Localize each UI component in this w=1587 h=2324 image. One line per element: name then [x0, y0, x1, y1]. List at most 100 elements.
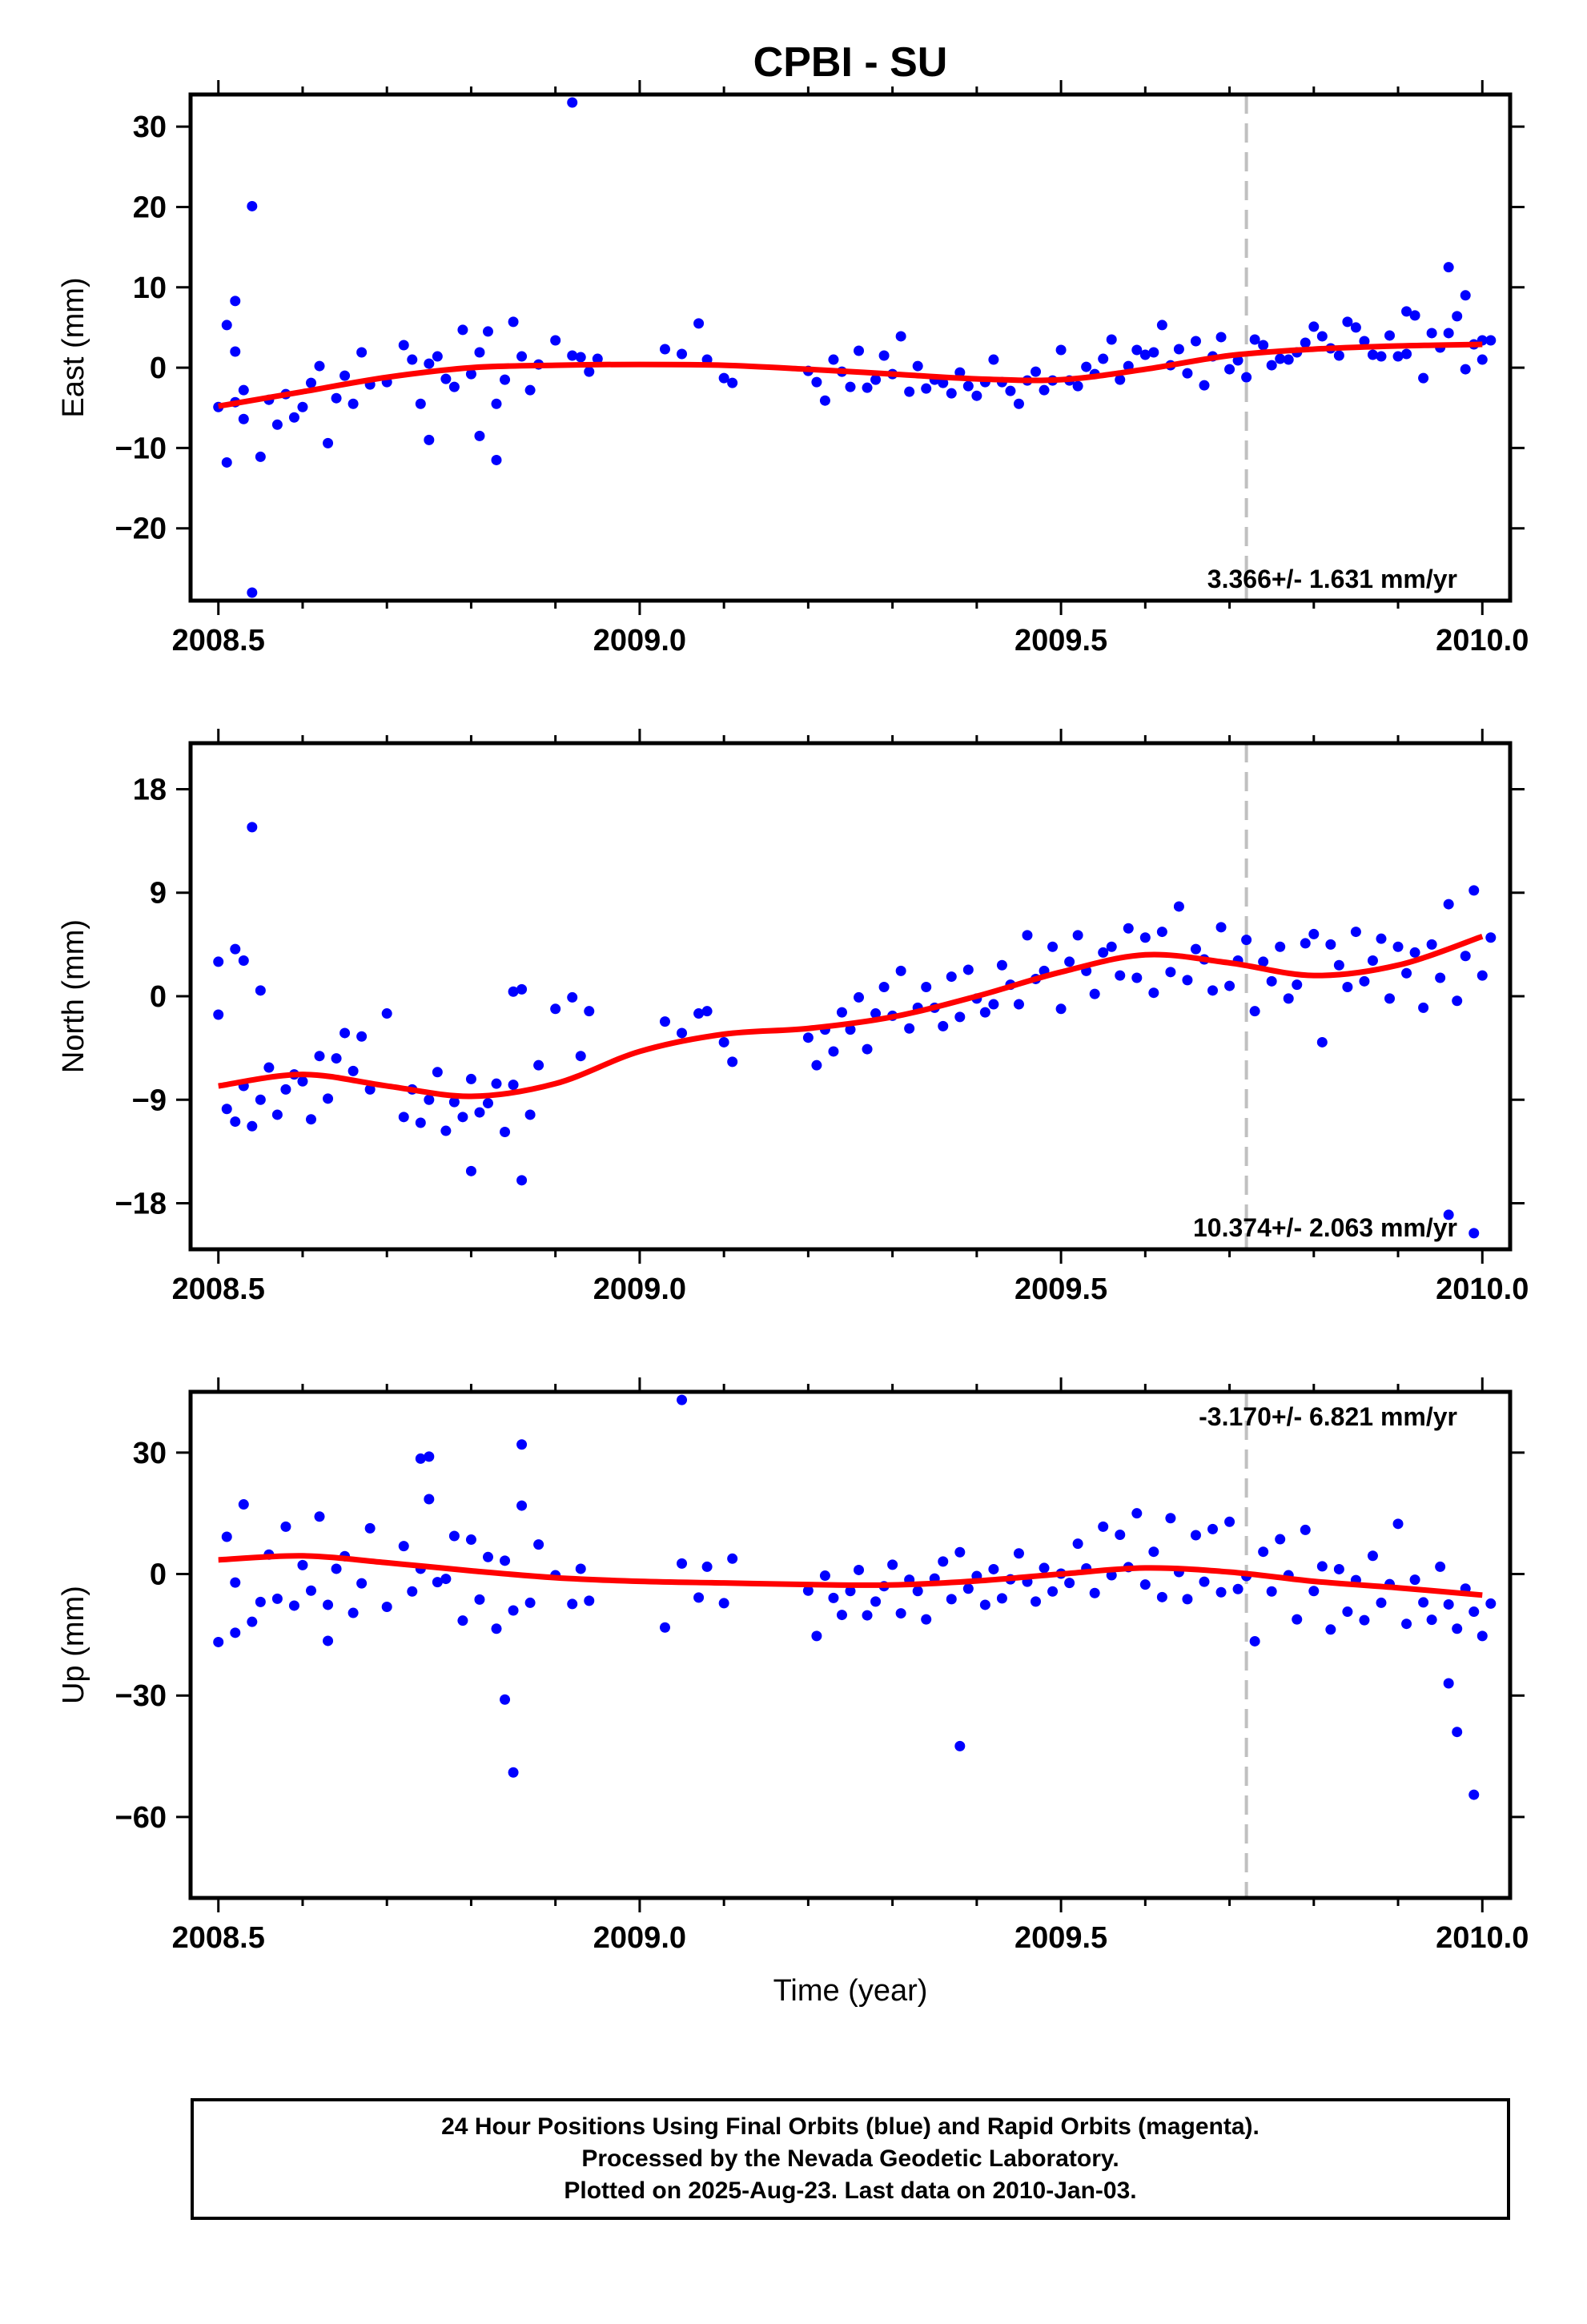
data-point	[1392, 941, 1404, 952]
data-point	[677, 1027, 688, 1039]
data-point	[491, 398, 502, 409]
data-points	[213, 1394, 1497, 1898]
data-point	[895, 965, 906, 976]
data-point	[954, 367, 966, 378]
data-point	[954, 1011, 966, 1023]
data-point	[1316, 1561, 1328, 1572]
data-point	[381, 1601, 392, 1612]
data-point	[701, 1006, 713, 1017]
plot-frame	[188, 92, 1513, 603]
y-tick-label: 0	[150, 1558, 167, 1592]
data-point	[1182, 1594, 1193, 1605]
data-point	[1139, 932, 1151, 943]
data-point	[1215, 1586, 1227, 1598]
data-point	[440, 1574, 452, 1585]
data-point	[280, 1084, 291, 1095]
data-point	[1156, 1591, 1167, 1602]
data-point	[230, 296, 241, 307]
data-point	[1106, 941, 1117, 952]
data-point	[1064, 1578, 1075, 1589]
data-point	[323, 1635, 334, 1647]
data-point	[213, 956, 224, 967]
fit-curve	[218, 341, 1483, 409]
data-point	[1266, 975, 1277, 987]
data-point	[213, 1636, 224, 1647]
x-tick-label: 2008.5	[172, 624, 265, 657]
data-point	[221, 320, 232, 331]
data-point	[988, 1563, 999, 1574]
data-point	[693, 1592, 705, 1603]
data-point	[693, 318, 705, 329]
data-point	[524, 1597, 536, 1608]
x-tick-label: 2009.5	[1014, 624, 1107, 657]
data-point	[297, 1559, 308, 1570]
data-point	[1232, 1583, 1243, 1594]
data-point	[1139, 349, 1151, 360]
data-point	[693, 1008, 705, 1019]
data-point	[465, 1534, 476, 1546]
data-point	[979, 1007, 990, 1018]
data-point	[1333, 959, 1344, 971]
data-point	[465, 1073, 476, 1084]
data-point	[962, 1583, 974, 1594]
data-point	[1190, 1530, 1201, 1541]
data-point	[1376, 1597, 1387, 1608]
x-axis-label: Time (year)	[773, 1974, 928, 2008]
data-point	[550, 1003, 561, 1015]
plot-frame	[188, 741, 1513, 1252]
data-point	[516, 1500, 528, 1511]
data-point	[921, 1614, 932, 1625]
data-point	[811, 1059, 822, 1071]
data-point	[247, 822, 258, 833]
data-point	[1182, 368, 1193, 379]
data-point	[1055, 344, 1067, 356]
data-point	[1123, 923, 1134, 934]
data-point	[516, 983, 528, 995]
footer-line-2: Processed by the Nevada Geodetic Laborat…	[581, 2145, 1119, 2172]
data-point	[1359, 975, 1370, 987]
data-point	[457, 1615, 468, 1626]
data-point	[1384, 330, 1396, 341]
data-point	[845, 381, 856, 392]
data-point	[1190, 336, 1201, 347]
data-point	[230, 1116, 241, 1128]
data-point	[424, 1094, 435, 1105]
data-point	[1300, 1524, 1311, 1535]
data-point	[1342, 982, 1353, 993]
data-point	[870, 1008, 882, 1019]
data-point	[1173, 901, 1184, 912]
data-point	[424, 358, 435, 369]
data-point	[524, 384, 536, 396]
data-point	[500, 1694, 511, 1705]
data-point	[424, 1494, 435, 1505]
data-point	[1266, 1586, 1277, 1597]
data-point	[474, 1107, 485, 1118]
data-point	[457, 324, 468, 336]
data-point	[1443, 1209, 1454, 1220]
data-point	[271, 419, 283, 430]
data-point	[677, 348, 688, 360]
data-point	[946, 971, 957, 983]
data-point	[1241, 935, 1252, 946]
data-point	[854, 1564, 865, 1575]
data-point	[677, 1558, 688, 1569]
data-point	[1426, 939, 1437, 950]
data-point	[238, 413, 249, 424]
data-point	[297, 401, 308, 412]
data-point	[1376, 351, 1387, 362]
y-tick-label: −30	[115, 1679, 167, 1713]
data-points	[213, 822, 1497, 1239]
y-tick-label: 20	[133, 191, 167, 224]
data-point	[1468, 1789, 1480, 1800]
data-point	[1207, 1523, 1219, 1534]
data-point	[1460, 951, 1471, 962]
data-point	[474, 430, 485, 441]
data-point	[288, 1600, 299, 1611]
y-tick-label: 30	[133, 1437, 167, 1470]
data-point	[1013, 999, 1024, 1010]
data-point	[971, 390, 982, 401]
data-point	[1005, 385, 1016, 396]
data-point	[921, 383, 932, 394]
x-tick-label: 2008.5	[172, 1273, 265, 1306]
data-point	[904, 386, 915, 397]
